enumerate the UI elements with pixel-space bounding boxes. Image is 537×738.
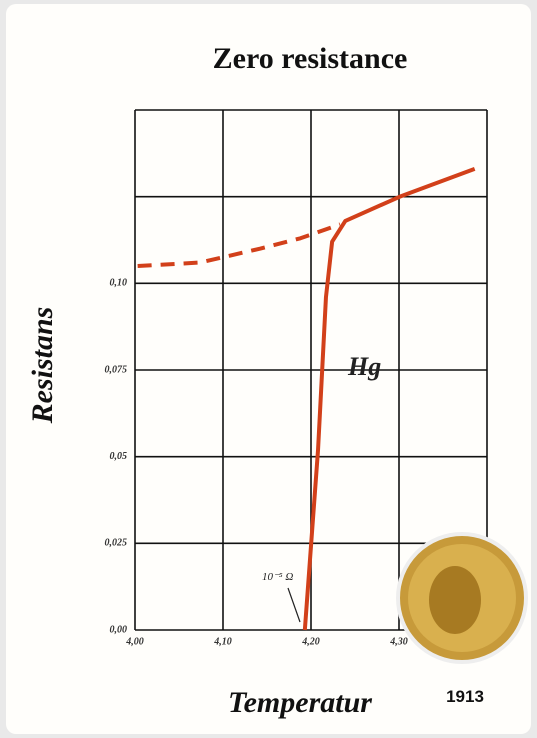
y-tick-label: 0,025 (105, 538, 128, 549)
chart-title: Zero resistance (213, 42, 408, 75)
annotation-arrow (287, 587, 301, 623)
annotation: 1913 (446, 687, 484, 706)
line (302, 167, 476, 631)
x-tick-label: 4,10 (213, 636, 232, 647)
x-tick-label: 4,30 (389, 636, 408, 647)
line (137, 222, 341, 268)
x-tick-label: 4,20 (301, 636, 320, 647)
x-tick-label: 4,00 (125, 636, 144, 647)
medal (396, 532, 528, 664)
y-tick-label: 0,10 (110, 278, 128, 289)
y-tick-label: 0,05 (110, 451, 128, 462)
x-axis-label: Temperatur (228, 686, 372, 719)
annotation: 10⁻⁵ Ω (262, 571, 293, 583)
y-tick-label: 0,075 (105, 364, 128, 375)
medal-portrait (429, 566, 481, 634)
annotation: Hg (347, 352, 381, 381)
y-tick-label: 0,00 (110, 624, 128, 635)
y-axis-label: Resistans (26, 307, 59, 425)
